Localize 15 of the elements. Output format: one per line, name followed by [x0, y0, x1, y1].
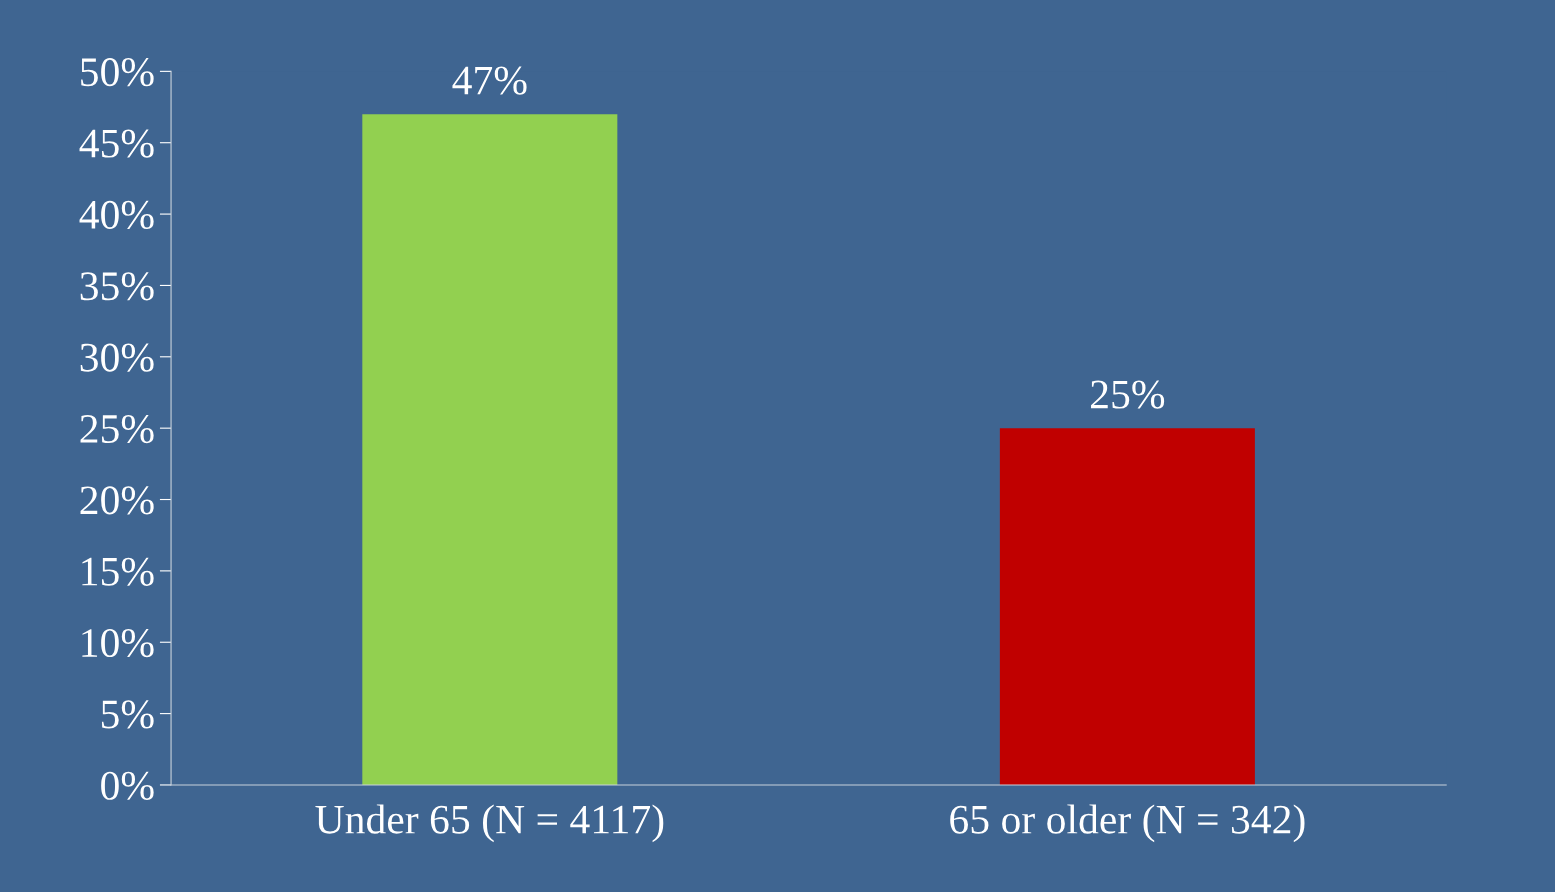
y-tick-label: 35% [80, 272, 154, 301]
y-tick-label: 20% [80, 486, 154, 515]
y-tick-label: 45% [79, 129, 154, 158]
y-tick-label: 25% [80, 414, 154, 444]
x-tick-label: 65 or older (N = 342) [950, 804, 1305, 843]
data-label: 47% [452, 66, 527, 95]
y-tick-label: 50% [81, 58, 154, 87]
y-tick-label: 5% [101, 700, 154, 729]
y-tick-label: 15% [82, 557, 154, 586]
y-tick-label: 40% [79, 200, 154, 230]
y-tick-label: 0% [101, 771, 154, 800]
y-tick-label: 30% [80, 343, 154, 372]
data-label: 25% [1091, 380, 1165, 409]
x-tick-label: Under 65 (N = 4117) [315, 804, 664, 843]
y-tick-label: 10% [82, 628, 154, 658]
